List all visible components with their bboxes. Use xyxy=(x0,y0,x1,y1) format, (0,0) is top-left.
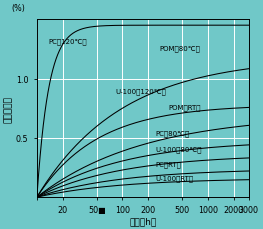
Text: (%): (%) xyxy=(12,4,25,13)
Text: POM（RT）: POM（RT） xyxy=(168,104,201,110)
Text: U-100（80℃）: U-100（80℃） xyxy=(156,146,202,153)
Text: U-100（120℃）: U-100（120℃） xyxy=(115,88,166,94)
Text: POM（80℃）: POM（80℃） xyxy=(160,45,201,52)
Text: PC（RT）: PC（RT） xyxy=(156,160,181,167)
Text: PC（80℃）: PC（80℃） xyxy=(156,130,190,137)
Y-axis label: クリープ量: クリープ量 xyxy=(4,95,13,122)
Text: U-100（RT）: U-100（RT） xyxy=(156,174,194,181)
Text: PC（120℃）: PC（120℃） xyxy=(49,38,87,45)
X-axis label: 時間（h）: 時間（h） xyxy=(129,216,156,225)
